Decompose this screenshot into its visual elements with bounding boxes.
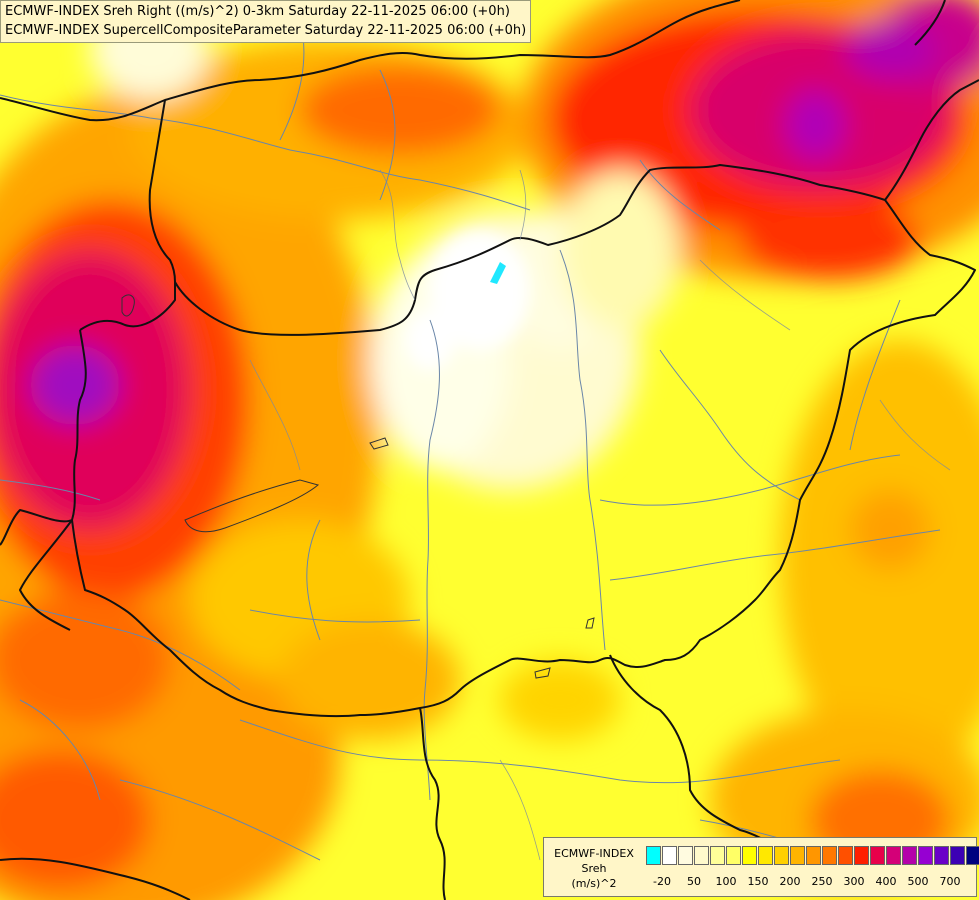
- legend-color-scale: [646, 846, 979, 865]
- legend-tick-label: 100: [715, 875, 737, 888]
- legend-swatch: [966, 846, 979, 865]
- lake-neusiedl: [121, 294, 135, 317]
- legend-swatch: [662, 846, 677, 865]
- legend-tick-labels: -20 50 100 150 200 250 300 400 500 700: [646, 875, 974, 889]
- legend-swatch: [918, 846, 933, 865]
- legend-swatch: [646, 846, 661, 865]
- legend-tick-label: -20: [653, 875, 671, 888]
- negative-sreh-pocket: [490, 262, 506, 284]
- legend-swatch: [726, 846, 741, 865]
- legend-swatch: [822, 846, 837, 865]
- legend-label: ECMWF-INDEX Sreh (m/s)^2: [548, 846, 640, 891]
- legend: ECMWF-INDEX Sreh (m/s)^2 -20 50 100 150 200 2…: [543, 837, 979, 897]
- legend-tick-label: 250: [811, 875, 833, 888]
- map-title-box: ECMWF-INDEX Sreh Right ((m/s)^2) 0-3km S…: [0, 0, 532, 43]
- title-line-2: ECMWF-INDEX SupercellCompositeParameter …: [5, 23, 527, 38]
- legend-tick-label: 500: [907, 875, 929, 888]
- legend-tick-label: 200: [779, 875, 801, 888]
- rivers: [0, 19, 941, 871]
- legend-tick-label: 400: [875, 875, 897, 888]
- legend-swatch: [854, 846, 869, 865]
- legend-unit: (m/s)^2: [571, 877, 617, 890]
- lake-balaton: [184, 479, 320, 533]
- legend-swatch: [838, 846, 853, 865]
- legend-swatch: [886, 846, 901, 865]
- legend-swatch: [774, 846, 789, 865]
- legend-swatch: [678, 846, 693, 865]
- legend-swatch: [790, 846, 805, 865]
- legend-swatch: [710, 846, 725, 865]
- lake-velence: [369, 437, 389, 450]
- legend-tick-label: 300: [843, 875, 865, 888]
- legend-swatch: [902, 846, 917, 865]
- legend-swatch: [758, 846, 773, 865]
- legend-swatch: [742, 846, 757, 865]
- legend-swatch: [870, 846, 885, 865]
- legend-variable: Sreh: [581, 862, 607, 875]
- legend-tick-label: 700: [939, 875, 961, 888]
- legend-swatch: [934, 846, 949, 865]
- legend-model: ECMWF-INDEX: [554, 847, 634, 860]
- legend-swatch: [694, 846, 709, 865]
- legend-tick-label: 50: [687, 875, 701, 888]
- legend-tick-label: 150: [747, 875, 769, 888]
- legend-swatch: [950, 846, 965, 865]
- title-line-1: ECMWF-INDEX Sreh Right ((m/s)^2) 0-3km S…: [5, 4, 510, 19]
- legend-swatch: [806, 846, 821, 865]
